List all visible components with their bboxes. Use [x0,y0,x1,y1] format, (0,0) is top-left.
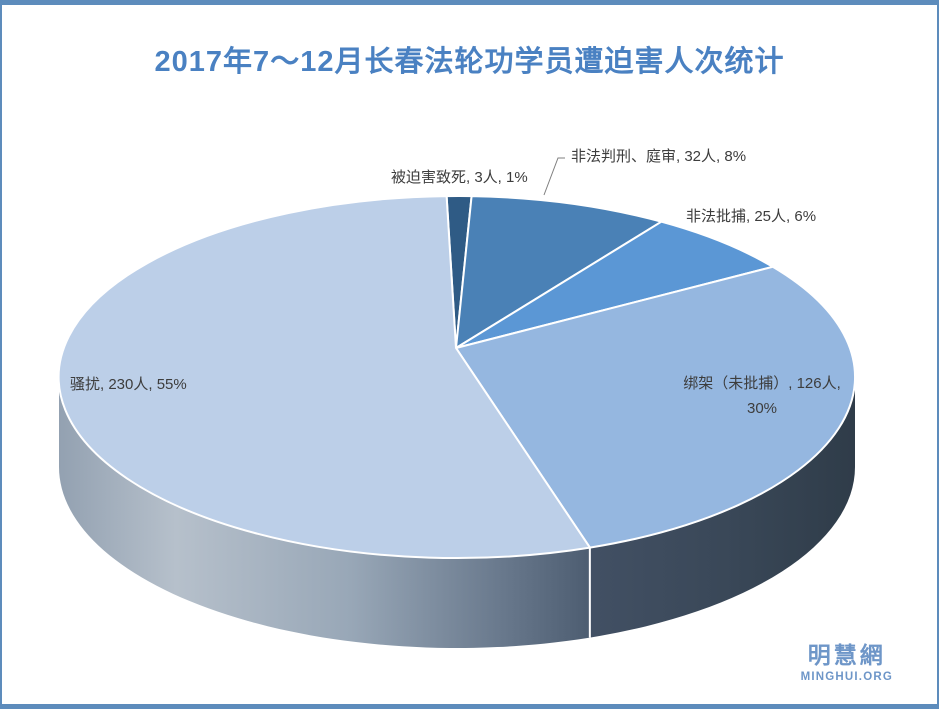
slice-callout-harassment: 骚扰, 230人, 55% [70,376,187,393]
slice-callout-abduction: 绑架（未批捕）, 126人, 30% [642,371,882,421]
slice-callout-illegal-arrest-approval: 非法批捕, 25人, 6% [686,208,817,225]
minghui-logo-latin: MINGHUI.ORG [800,671,893,684]
slice-callout-abduction-line2: 30% [746,400,778,417]
chart-title: 2017年7～12月长春法轮功学员遭迫害人次统计 [154,46,785,78]
slice-callout-abduction-line1: 绑架（未批捕）, 126人, [683,375,841,392]
slice-callout-persecuted-to-death: 被迫害致死, 3人, 1% [391,169,528,186]
pie-3d-group [57,157,857,648]
minghui-logo-cjk: 明慧網 [807,642,886,668]
minghui-watermark: 明慧網 MINGHUI.ORG [800,642,893,684]
pie-svg [57,157,857,648]
slice-callout-illegal-sentencing-trial: 非法判刑、庭审, 32人, 8% [571,148,747,165]
